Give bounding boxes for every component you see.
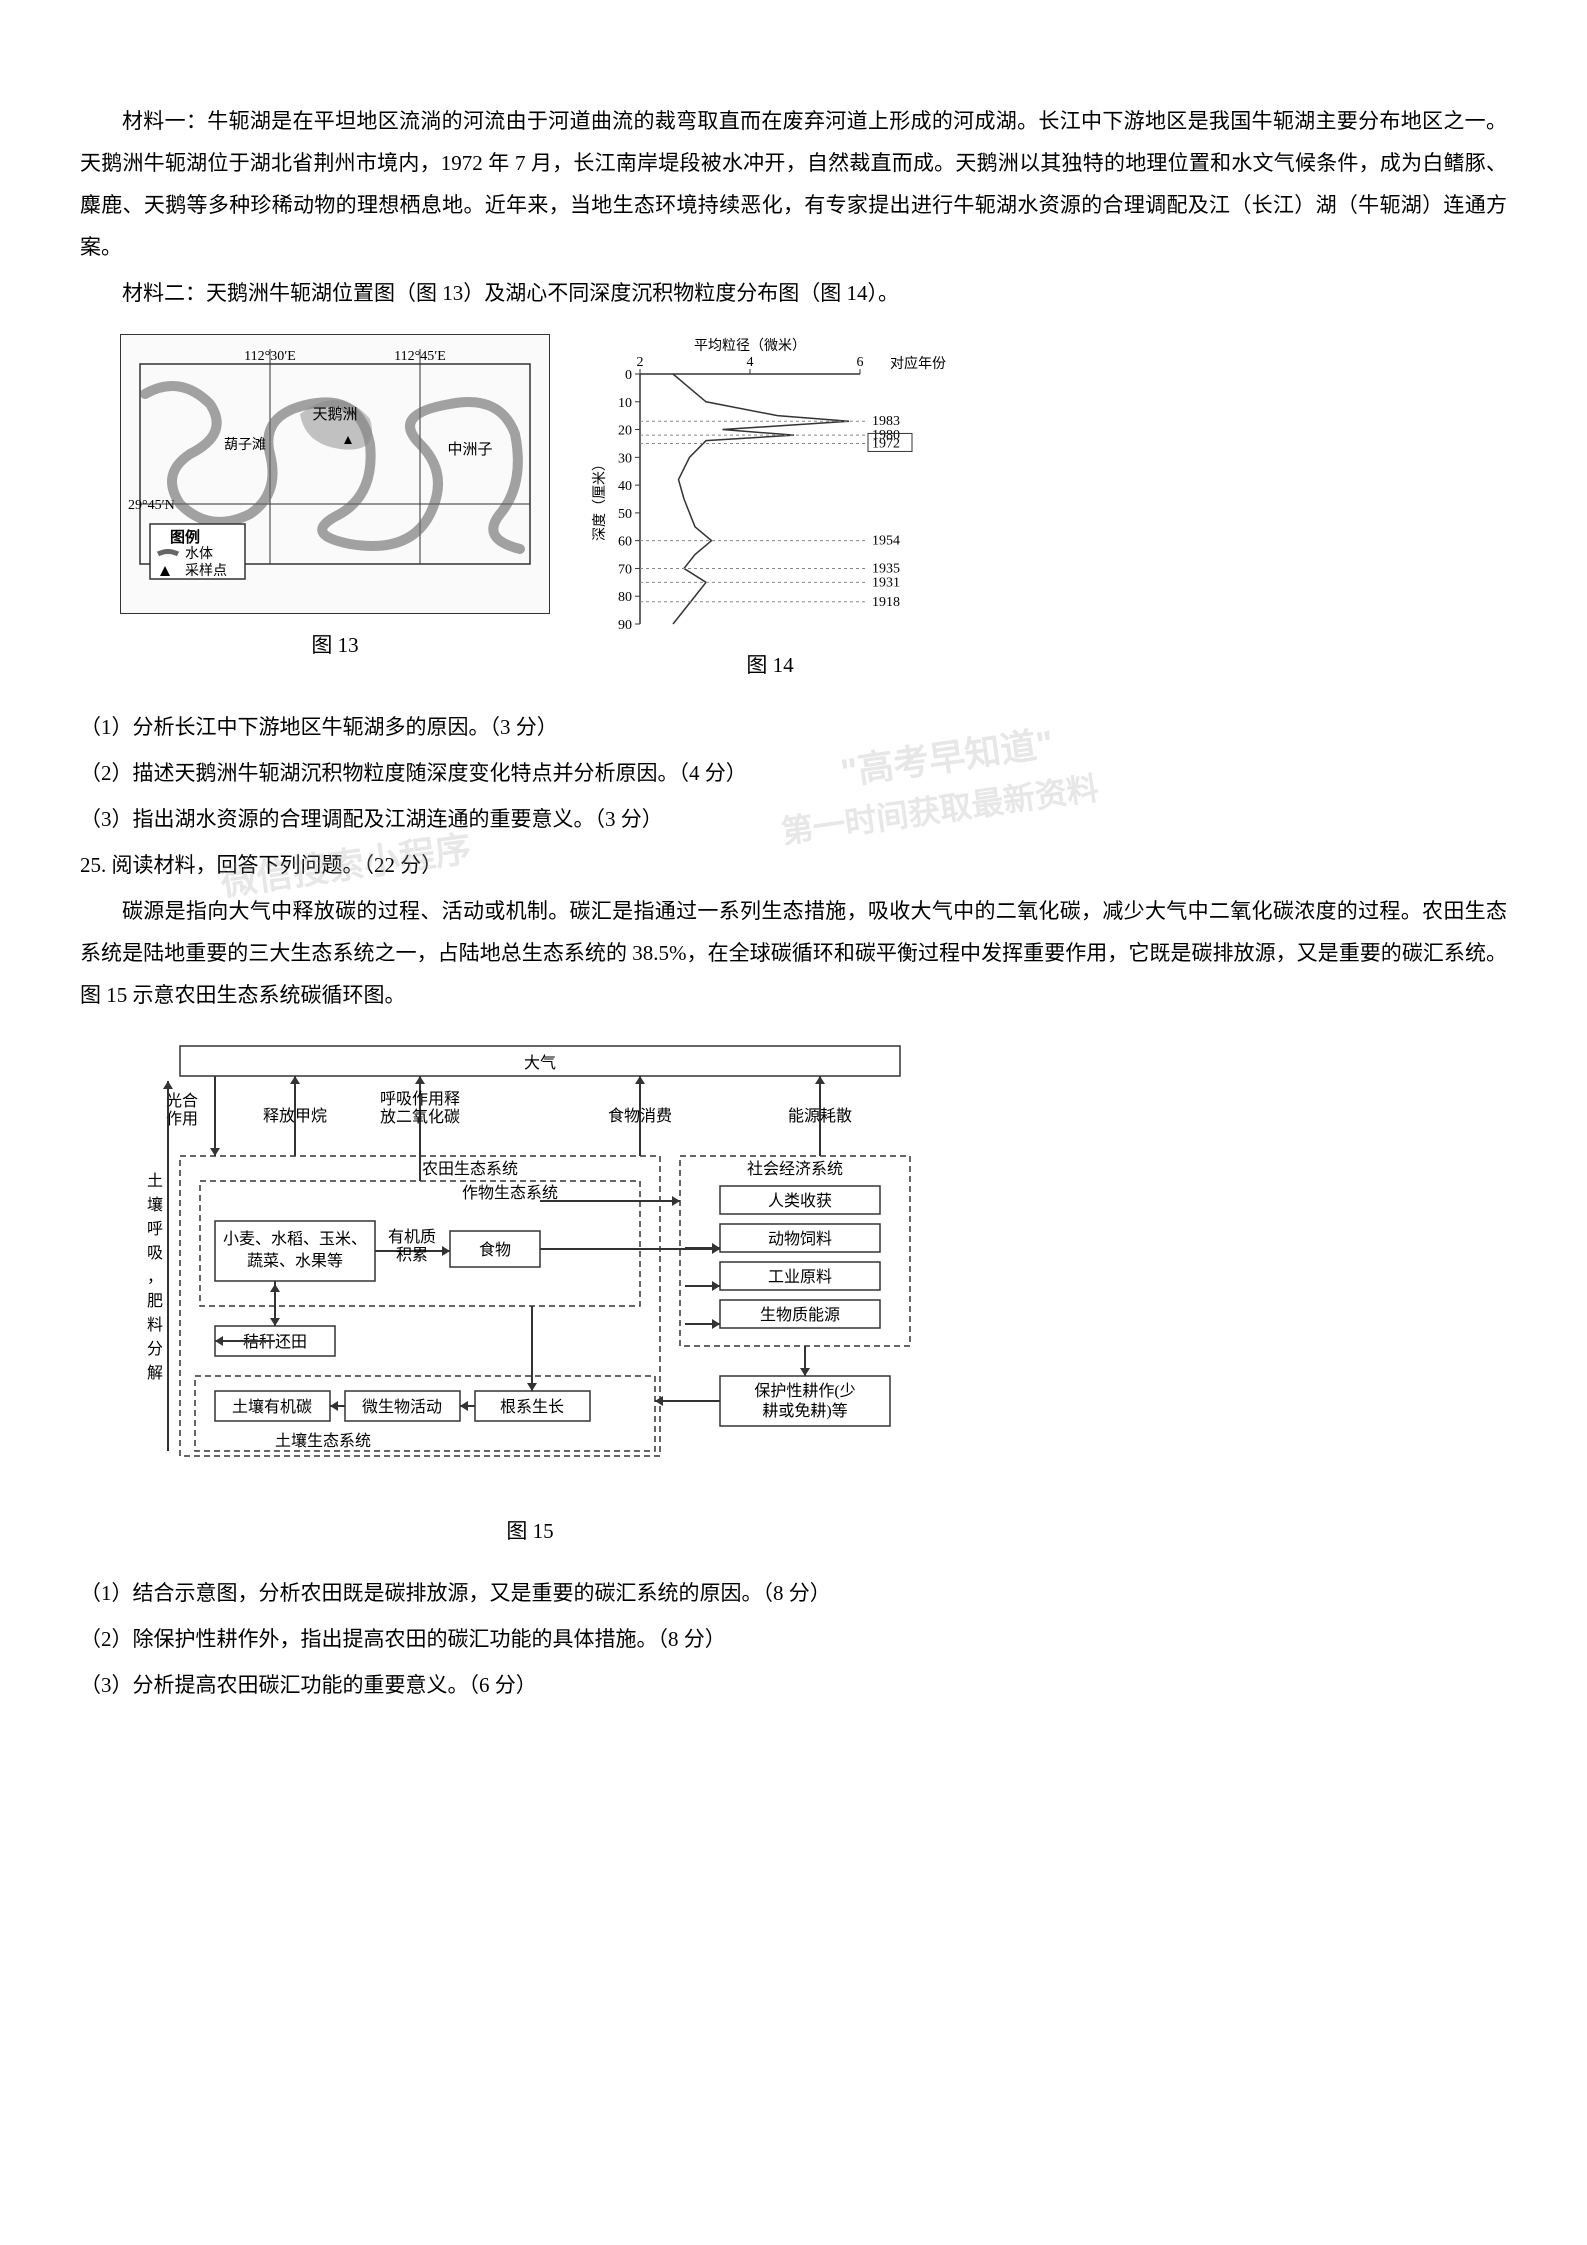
svg-text:有机质: 有机质 [388,1228,436,1246]
svg-text:耕或免耕)等: 耕或免耕)等 [762,1402,847,1420]
svg-text:40: 40 [618,479,632,494]
svg-text:1935: 1935 [872,561,900,576]
carbon-diagram-svg: 大气农田生态系统作物生态系统小麦、水稻、玉米、蔬菜、水果等有机质积累食物秸秆还田… [120,1036,940,1486]
figure-15: 大气农田生态系统作物生态系统小麦、水稻、玉米、蔬菜、水果等有机质积累食物秸秆还田… [80,1036,1507,1552]
svg-text:保护性耕作(少: 保护性耕作(少 [754,1382,855,1400]
svg-text:112°30′E: 112°30′E [244,349,296,364]
svg-text:人类收获: 人类收获 [768,1192,832,1210]
svg-text:图例: 图例 [170,528,200,546]
q-set2-q2: （2）除保护性耕作外，指出提高农田的碳汇功能的具体措施。（8 分） [80,1618,1507,1660]
material1-p2: 材料二：天鹅洲牛轭湖位置图（图 13）及湖心不同深度沉积物粒度分布图（图 14）… [80,272,1507,314]
svg-text:食物消费: 食物消费 [608,1107,672,1125]
svg-text:壤: 壤 [147,1195,163,1214]
svg-text:60: 60 [618,535,632,550]
svg-text:采样点: 采样点 [185,563,227,579]
svg-text:作用: 作用 [166,1110,198,1128]
q-set1-q2: （2）描述天鹅洲牛轭湖沉积物粒度随深度变化特点并分析原因。（4 分） [80,752,1507,794]
svg-text:深度（厘米）: 深度（厘米） [592,457,608,541]
svg-text:呼: 呼 [147,1220,163,1238]
chart-caption: 图 14 [746,644,793,686]
svg-text:农田生态系统: 农田生态系统 [422,1160,518,1178]
q-set2-q3: （3）分析提高农田碳汇功能的重要意义。（6 分） [80,1664,1507,1706]
svg-text:释放甲烷: 释放甲烷 [263,1107,327,1125]
svg-text:土壤生态系统: 土壤生态系统 [275,1431,371,1450]
svg-text:1983: 1983 [872,414,900,429]
svg-text:放二氧化碳: 放二氧化碳 [380,1108,460,1126]
svg-text:，: ， [147,1269,163,1286]
svg-text:1972: 1972 [872,436,900,451]
svg-text:0: 0 [625,368,632,383]
svg-text:能源耗散: 能源耗散 [788,1107,852,1125]
svg-text:29°45′N: 29°45′N [128,498,175,513]
svg-text:土: 土 [147,1172,163,1190]
q-set1-q1: （1）分析长江中下游地区牛轭湖多的原因。（3 分） [80,706,1507,748]
svg-text:动物饲料: 动物饲料 [768,1230,832,1248]
svg-text:中洲子: 中洲子 [447,441,492,458]
svg-text:小麦、水稻、玉米、: 小麦、水稻、玉米、 [223,1230,367,1248]
q25-header: 25. 阅读材料，回答下列问题。（22 分） [80,844,1507,886]
svg-text:1931: 1931 [872,575,900,590]
svg-text:积累: 积累 [396,1246,428,1264]
figures-row: 112°30′E 112°45′E 29°45′N 天鹅洲 葫子滩 中洲子 图例… [80,334,1507,686]
svg-text:大气: 大气 [524,1054,556,1072]
svg-text:20: 20 [618,424,632,439]
diagram-caption: 图 15 [120,1510,940,1552]
svg-text:生物质能源: 生物质能源 [760,1306,840,1324]
map-svg: 112°30′E 112°45′E 29°45′N 天鹅洲 葫子滩 中洲子 图例… [120,334,550,614]
figure-13: 112°30′E 112°45′E 29°45′N 天鹅洲 葫子滩 中洲子 图例… [120,334,550,686]
svg-text:土壤有机碳: 土壤有机碳 [232,1397,312,1416]
svg-text:蔬菜、水果等: 蔬菜、水果等 [247,1252,343,1270]
svg-text:2: 2 [637,355,644,370]
figure-14: 平均粒径（微米）2460102030405060708090对应年份深度（厘米）… [590,334,950,686]
q-set1-q3: （3）指出湖水资源的合理调配及江湖连通的重要意义。（3 分） [80,798,1507,840]
svg-text:1954: 1954 [872,534,900,549]
svg-text:水体: 水体 [185,546,213,562]
svg-text:葫子滩: 葫子滩 [224,437,266,453]
q-set2-q1: （1）结合示意图，分析农田既是碳排放源，又是重要的碳汇系统的原因。（8 分） [80,1572,1507,1614]
svg-text:90: 90 [618,618,632,633]
svg-text:1918: 1918 [872,595,900,610]
map-caption: 图 13 [311,624,358,666]
svg-text:6: 6 [857,355,864,370]
svg-text:工业原料: 工业原料 [768,1268,832,1286]
svg-text:光合: 光合 [166,1092,198,1110]
svg-text:肥: 肥 [147,1292,163,1310]
svg-text:70: 70 [618,562,632,577]
svg-text:作物生态系统: 作物生态系统 [462,1184,558,1202]
svg-text:社会经济系统: 社会经济系统 [747,1160,843,1178]
svg-text:平均粒径（微米）: 平均粒径（微米） [694,338,806,354]
svg-text:10: 10 [618,396,632,411]
svg-text:30: 30 [618,451,632,466]
svg-text:食物: 食物 [479,1241,511,1259]
svg-text:分: 分 [147,1340,163,1358]
svg-text:112°45′E: 112°45′E [394,349,446,364]
svg-text:呼吸作用释: 呼吸作用释 [380,1090,460,1108]
svg-text:4: 4 [747,355,754,370]
grain-chart-svg: 平均粒径（微米）2460102030405060708090对应年份深度（厘米）… [590,334,950,634]
svg-text:天鹅洲: 天鹅洲 [312,406,357,423]
svg-text:根系生长: 根系生长 [500,1398,564,1416]
svg-text:解: 解 [147,1364,163,1382]
material1-p1: 材料一：牛轭湖是在平坦地区流淌的河流由于河道曲流的裁弯取直而在废弃河道上形成的河… [80,100,1507,268]
svg-text:50: 50 [618,507,632,522]
svg-text:吸: 吸 [147,1245,163,1262]
svg-text:微生物活动: 微生物活动 [362,1398,442,1416]
svg-text:80: 80 [618,590,632,605]
svg-text:料: 料 [147,1316,163,1334]
q25-p1: 碳源是指向大气中释放碳的过程、活动或机制。碳汇是指通过一系列生态措施，吸收大气中… [80,890,1507,1016]
svg-text:对应年份: 对应年份 [890,355,946,372]
